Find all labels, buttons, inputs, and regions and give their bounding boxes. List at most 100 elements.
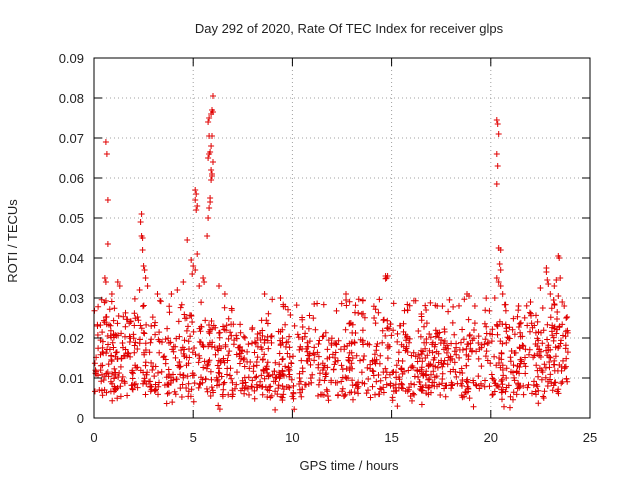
data-point — [494, 121, 501, 127]
data-point — [495, 131, 502, 137]
data-point — [493, 181, 500, 187]
data-point — [210, 159, 216, 165]
data-point — [204, 233, 211, 239]
data-point — [208, 177, 215, 183]
data-point — [142, 275, 149, 281]
data-point — [434, 303, 441, 309]
data-point — [209, 107, 215, 113]
data-point — [557, 275, 564, 281]
data-point — [343, 297, 349, 303]
data-point — [493, 117, 500, 123]
data-point — [205, 215, 212, 221]
data-point — [466, 293, 472, 299]
x-axis-label: GPS time / hours — [300, 458, 399, 473]
data-point — [559, 299, 566, 305]
data-point — [358, 311, 365, 317]
data-point — [139, 235, 146, 241]
data-point — [184, 237, 191, 243]
data-point — [114, 279, 121, 285]
data-point — [404, 307, 411, 313]
data-point — [311, 301, 318, 307]
data-point — [216, 283, 222, 289]
data-point — [209, 133, 215, 139]
grid — [94, 58, 590, 418]
data-point — [491, 295, 498, 301]
data-point — [208, 167, 215, 173]
chart-title: Day 292 of 2020, Rate Of TEC Index for r… — [195, 21, 504, 36]
data-point — [551, 301, 558, 307]
data-points — [91, 93, 571, 413]
data-point — [102, 279, 109, 285]
data-point — [497, 283, 504, 289]
data-point — [190, 263, 197, 269]
y-tick-label: 0.02 — [59, 331, 84, 346]
data-point — [343, 291, 349, 297]
data-point — [206, 115, 213, 121]
data-point — [174, 287, 181, 293]
data-point — [551, 283, 558, 289]
data-point — [188, 257, 195, 263]
y-tick-label: 0 — [77, 411, 84, 426]
data-point — [200, 275, 207, 281]
data-point — [116, 283, 123, 289]
y-tick-label: 0.08 — [59, 91, 84, 106]
data-point — [194, 203, 201, 209]
data-point — [136, 287, 143, 293]
background-points — [91, 295, 571, 413]
data-point — [553, 277, 560, 283]
data-point — [192, 197, 199, 203]
data-point — [208, 143, 215, 149]
data-point — [193, 191, 200, 197]
data-point — [555, 293, 562, 299]
data-point — [196, 283, 203, 289]
data-point — [543, 269, 550, 275]
y-axis-label: ROTI / TECUs — [5, 199, 20, 283]
data-point — [201, 279, 208, 285]
data-point — [537, 285, 544, 291]
data-point — [206, 205, 213, 211]
x-tick-label: 10 — [285, 430, 299, 445]
data-point — [209, 171, 215, 177]
y-tick-label: 0.03 — [59, 291, 84, 306]
data-point — [108, 291, 115, 297]
data-point — [207, 195, 214, 201]
data-point — [515, 303, 522, 309]
data-point — [140, 263, 147, 269]
data-point — [141, 267, 148, 273]
data-point — [194, 251, 201, 257]
data-point — [103, 151, 110, 157]
data-point — [138, 211, 145, 217]
data-point — [493, 275, 500, 281]
data-point — [277, 295, 284, 301]
data-point — [221, 291, 228, 297]
data-point — [547, 291, 554, 297]
data-point — [189, 271, 196, 277]
data-point — [494, 163, 501, 169]
y-tick-label: 0.07 — [59, 131, 84, 146]
data-point — [192, 187, 199, 193]
data-point — [168, 291, 175, 297]
data-point — [207, 149, 214, 155]
data-point — [193, 207, 200, 213]
data-point — [144, 283, 151, 289]
y-tick-label: 0.04 — [59, 251, 84, 266]
data-point — [139, 247, 146, 253]
data-point — [471, 303, 478, 309]
data-point — [556, 255, 563, 261]
y-tick-label: 0.01 — [59, 371, 84, 386]
data-point — [102, 139, 109, 145]
data-point — [527, 299, 534, 305]
y-tick-label: 0.06 — [59, 171, 84, 186]
data-point — [497, 267, 504, 273]
data-point — [261, 291, 268, 297]
data-point — [154, 291, 161, 297]
data-point — [493, 151, 500, 157]
data-point — [561, 303, 568, 309]
x-tick-label: 20 — [484, 430, 498, 445]
data-point — [210, 93, 216, 99]
data-point — [497, 247, 504, 253]
data-point — [496, 261, 503, 267]
data-point — [545, 281, 552, 287]
data-point — [382, 275, 389, 282]
